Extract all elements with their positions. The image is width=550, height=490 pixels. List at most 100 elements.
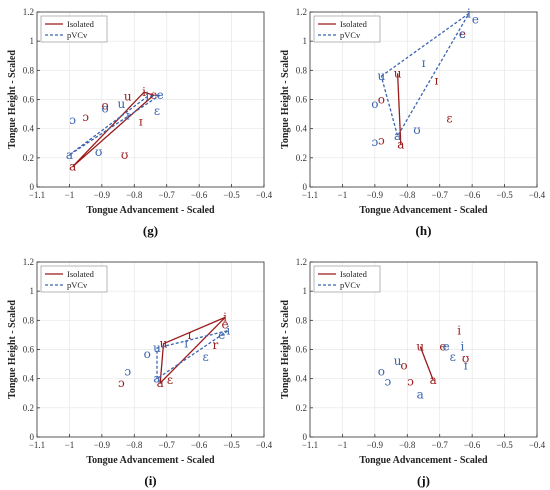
- y-tick-label: 0.4: [296, 374, 308, 384]
- x-tick-label: −0.9: [367, 440, 384, 450]
- vowel-point-ɔ: ɔ: [69, 113, 76, 127]
- vowel-triangle-line: [380, 12, 470, 138]
- vowel-point-ɪ: ɪ: [435, 74, 439, 88]
- legend-entry: pVCv: [67, 280, 88, 290]
- x-tick-label: −0.5: [223, 440, 240, 450]
- y-tick-label: 0.6: [296, 95, 308, 105]
- vowel-point-ɔ: ɔ: [384, 375, 391, 389]
- vowel-point-e: e: [222, 318, 229, 332]
- x-tick-label: −0.9: [367, 190, 384, 200]
- x-tick-label: −0.7: [432, 440, 449, 450]
- vowel-point-ɔ: ɔ: [378, 133, 385, 147]
- vowel-point-ɔ: ɔ: [124, 364, 131, 378]
- vowel-point-a: a: [394, 129, 401, 143]
- y-tick-label: 0.6: [296, 345, 308, 355]
- x-tick-label: −0.6: [191, 190, 208, 200]
- series-isolated: u a ie ɪ o ɔ ɛ: [378, 6, 471, 151]
- y-tick-label: 0.2: [23, 153, 34, 163]
- vowel-point-e: e: [443, 340, 450, 354]
- vowel-point-a: a: [417, 388, 424, 402]
- vowel-triangle-line: [72, 91, 156, 168]
- y-tick-label: 1: [303, 36, 308, 46]
- y-tick-label: 0.2: [23, 403, 34, 413]
- vowel-point-ɛ: ɛ: [450, 350, 456, 364]
- panel-label: (h): [416, 223, 432, 238]
- y-tick-label: 0.6: [23, 95, 35, 105]
- panel-label: (g): [143, 223, 158, 238]
- vowel-point-ɛ: ɛ: [446, 111, 452, 125]
- y-axis-label: Tongue Height - Scaled: [280, 50, 291, 149]
- x-axis-label: Tongue Advancement - Scaled: [359, 205, 488, 216]
- x-tick-label: −0.6: [191, 440, 208, 450]
- y-tick-label: 0.4: [23, 374, 35, 384]
- vowel-point-u: u: [153, 341, 161, 355]
- vowel-point-ʊ: ʊ: [413, 123, 420, 137]
- panel-label: (j): [417, 473, 430, 488]
- vowel-point-u: u: [124, 90, 132, 104]
- x-axis-label: Tongue Advancement - Scaled: [86, 455, 215, 466]
- legend-entry: Isolated: [67, 19, 95, 29]
- vowel-point-e: e: [157, 88, 164, 102]
- vowel-point-a: a: [157, 376, 164, 390]
- vowel-point-ɪ: ɪ: [422, 56, 426, 70]
- legend-box: [40, 265, 108, 293]
- vowel-point-o: o: [144, 347, 151, 361]
- vowel-triangle-line: [396, 73, 402, 145]
- y-tick-label: 1: [30, 36, 35, 46]
- x-tick-label: −0.4: [529, 190, 546, 200]
- vowel-point-ɛ: ɛ: [167, 373, 173, 387]
- legend-entry: pVCv: [340, 280, 361, 290]
- vowel-point-u: u: [416, 340, 424, 354]
- y-tick-label: 0: [30, 432, 35, 442]
- x-tick-label: −0.5: [496, 190, 513, 200]
- x-tick-label: −1: [65, 440, 75, 450]
- vowel-point-e: e: [218, 328, 225, 342]
- y-tick-label: 1: [30, 286, 35, 296]
- vowel-triangle-line: [159, 316, 226, 384]
- y-axis-label: Tongue Height - Scaled: [280, 300, 291, 399]
- chart-panel-3: −1.1 −1 −0.9 −0.8 −0.7 −0.6 −0.5 −0.4 0 0.2 0.4 0.6…: [7, 257, 273, 488]
- x-tick-label: −0.8: [126, 440, 143, 450]
- vowel-point-o: o: [378, 364, 385, 378]
- vowel-point-u: u: [394, 66, 402, 80]
- vowel-point-i: i: [467, 6, 471, 20]
- vowel-point-a: a: [69, 160, 76, 174]
- vowel-triangle-line: [69, 94, 161, 156]
- vowel-point-i: i: [145, 90, 149, 104]
- vowel-point-i: i: [223, 310, 227, 324]
- legend-entry: Isolated: [340, 19, 368, 29]
- x-tick-label: −0.7: [159, 440, 176, 450]
- x-tick-label: −0.6: [464, 190, 481, 200]
- vowel-triangle-line: [419, 346, 434, 381]
- vowel-point-i: i: [460, 340, 464, 354]
- y-tick-label: 0.2: [296, 153, 307, 163]
- y-tick-label: 0: [303, 182, 308, 192]
- vowel-point-e: e: [439, 340, 446, 354]
- vowel-point-a: a: [66, 148, 73, 162]
- vowel-point-ɔ: ɔ: [407, 375, 414, 389]
- vowel-point-e: e: [459, 27, 466, 41]
- y-axis-label: Tongue Height - Scaled: [7, 300, 18, 399]
- chart-panel-4: −1.1 −1 −0.9 −0.8 −0.7 −0.6 −0.5 −0.4 0 0.2 0.4 0.6…: [280, 257, 546, 488]
- y-tick-label: 0.8: [23, 65, 35, 75]
- x-tick-label: −1: [338, 190, 348, 200]
- y-tick-label: 1.2: [296, 257, 307, 267]
- vowel-point-ɪ: ɪ: [187, 328, 191, 342]
- vowel-point-o: o: [101, 101, 108, 115]
- y-tick-label: 0.8: [296, 65, 308, 75]
- series-isolated: u a ie oɔ ʊ: [400, 324, 469, 389]
- x-tick-label: −1.1: [29, 190, 45, 200]
- x-tick-label: −0.8: [399, 190, 416, 200]
- x-tick-label: −1.1: [302, 190, 318, 200]
- vowel-point-ɪ: ɪ: [126, 109, 130, 123]
- legend-entry: pVCv: [340, 30, 361, 40]
- vowel-point-ɔ: ɔ: [82, 110, 89, 124]
- panel-label: (i): [144, 473, 156, 488]
- x-tick-label: −0.4: [529, 440, 546, 450]
